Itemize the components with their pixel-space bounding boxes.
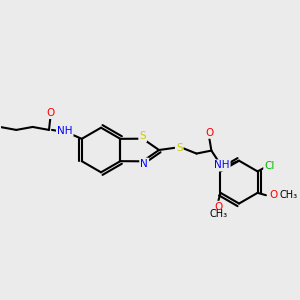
Text: O: O: [269, 190, 277, 200]
Text: Cl: Cl: [264, 161, 275, 171]
Text: O: O: [46, 108, 55, 118]
Text: CH₃: CH₃: [279, 190, 297, 200]
Text: NH: NH: [214, 160, 230, 170]
Text: CH₃: CH₃: [209, 209, 227, 219]
Text: O: O: [205, 128, 213, 138]
Text: NH: NH: [57, 125, 73, 136]
Text: S: S: [176, 142, 183, 153]
Text: N: N: [140, 159, 148, 169]
Text: S: S: [140, 131, 146, 141]
Text: O: O: [214, 202, 222, 212]
